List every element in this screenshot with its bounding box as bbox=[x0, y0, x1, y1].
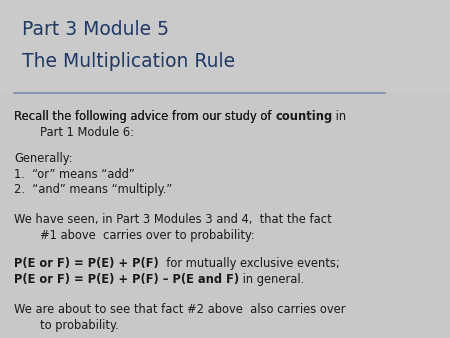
Text: 1.  “or” means “add”: 1. “or” means “add” bbox=[14, 168, 135, 181]
Text: Recall the following advice from our study of ⁠counting⁠ in: Recall the following advice from our stu… bbox=[14, 110, 339, 123]
Text: We have seen, in Part 3 Modules 3 and 4,  that the fact: We have seen, in Part 3 Modules 3 and 4,… bbox=[14, 213, 332, 226]
Text: in: in bbox=[333, 110, 346, 123]
Text: to probability.: to probability. bbox=[40, 319, 119, 332]
Text: P(E or F) = P(E) + P(F) – P(E and F): P(E or F) = P(E) + P(F) – P(E and F) bbox=[14, 273, 239, 286]
Text: P(E or F) = P(E) + P(F): P(E or F) = P(E) + P(F) bbox=[14, 257, 159, 270]
Text: counting: counting bbox=[275, 110, 333, 123]
Text: for mutually exclusive events;: for mutually exclusive events; bbox=[159, 257, 339, 270]
Text: #1 above  carries over to probability:: #1 above carries over to probability: bbox=[40, 229, 255, 242]
Text: in general.: in general. bbox=[239, 273, 304, 286]
Text: Recall the following advice from our study of: Recall the following advice from our stu… bbox=[14, 110, 275, 123]
Text: The Multiplication Rule: The Multiplication Rule bbox=[22, 52, 235, 71]
Text: Part 3 Module 5: Part 3 Module 5 bbox=[22, 20, 169, 39]
Bar bbox=[0, 0, 450, 93]
Text: Recall the following advice from our study of: Recall the following advice from our stu… bbox=[14, 110, 275, 123]
Text: Part 1 Module 6:: Part 1 Module 6: bbox=[40, 126, 134, 139]
Text: Generally:: Generally: bbox=[14, 152, 72, 165]
Text: We are about to see that fact #2 above  also carries over: We are about to see that fact #2 above a… bbox=[14, 303, 346, 316]
Text: 2.  “and” means “multiply.”: 2. “and” means “multiply.” bbox=[14, 183, 172, 196]
Bar bbox=[0, 93, 450, 338]
